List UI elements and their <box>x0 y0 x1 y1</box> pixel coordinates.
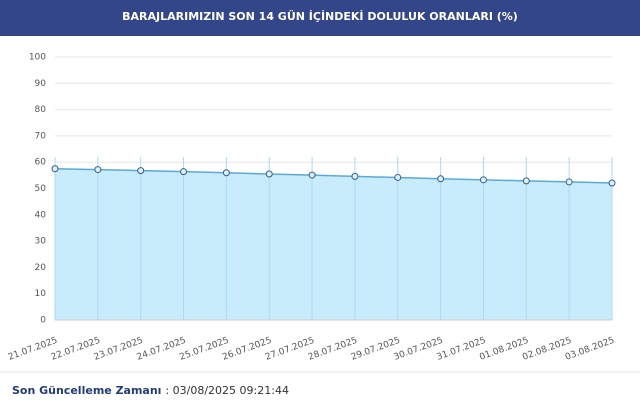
y-tick-label: 80 <box>35 105 47 115</box>
point <box>180 168 188 176</box>
point <box>351 172 359 180</box>
x-tick-label: 03.08.2025 <box>564 336 616 363</box>
point <box>222 169 230 177</box>
point <box>565 178 573 186</box>
y-tick-label: 100 <box>29 53 46 63</box>
y-tick-label: 30 <box>35 237 47 247</box>
area <box>55 168 612 320</box>
update-value: : 03/08/2025 09:21:44 <box>165 384 289 397</box>
point <box>51 165 59 173</box>
point <box>394 173 402 181</box>
point <box>265 170 273 178</box>
y-tick-label: 50 <box>35 184 47 194</box>
y-tick-label: 20 <box>35 263 47 273</box>
point <box>522 177 530 185</box>
y-tick-label: 40 <box>35 210 47 220</box>
point <box>94 166 102 174</box>
update-label: Son Güncelleme Zamanı <box>12 384 161 397</box>
point <box>437 175 445 183</box>
point <box>479 176 487 184</box>
point <box>137 167 145 175</box>
point <box>608 179 616 187</box>
y-tick-label: 60 <box>35 158 47 168</box>
y-tick-label: 10 <box>35 289 47 299</box>
y-tick-label: 70 <box>35 131 47 141</box>
y-tick-label: 90 <box>35 79 47 89</box>
chart-title: BARAJLARIMIZIN SON 14 GÜN İÇİNDEKİ DOLUL… <box>122 9 518 23</box>
line <box>54 168 613 184</box>
y-tick-label: 0 <box>40 316 46 326</box>
point <box>308 171 316 179</box>
header-bar <box>0 0 640 36</box>
